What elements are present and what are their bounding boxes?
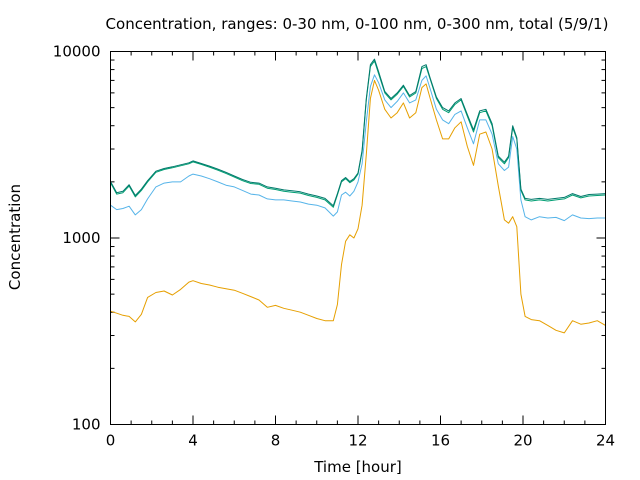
x-tick-label: 16 — [431, 432, 450, 450]
series-line-4 — [110, 58, 606, 207]
x-tick-label: 24 — [596, 432, 615, 450]
y-axis-label: Concentration — [6, 184, 24, 290]
x-tick-label: 12 — [348, 432, 367, 450]
series-lines — [110, 58, 606, 334]
x-tick-label: 0 — [106, 432, 116, 450]
plot-frame — [110, 51, 606, 425]
y-tick-label: 100 — [72, 416, 101, 434]
series-line-3 — [110, 60, 606, 208]
y-tick-label: 1000 — [62, 229, 100, 247]
series-line-1 — [110, 79, 606, 334]
x-tick-label: 8 — [271, 432, 281, 450]
x-tick-label: 20 — [513, 432, 532, 450]
y-tick-label: 10000 — [53, 43, 101, 61]
axis-ticks: 0 4 8 12 16 20 24 100 1000 10000 — [53, 43, 615, 450]
x-tick-label: 4 — [188, 432, 198, 450]
x-axis-label: Time [hour] — [313, 458, 402, 476]
series-line-2 — [110, 74, 606, 222]
chart-title: Concentration, ranges: 0-30 nm, 0-100 nm… — [106, 15, 609, 33]
